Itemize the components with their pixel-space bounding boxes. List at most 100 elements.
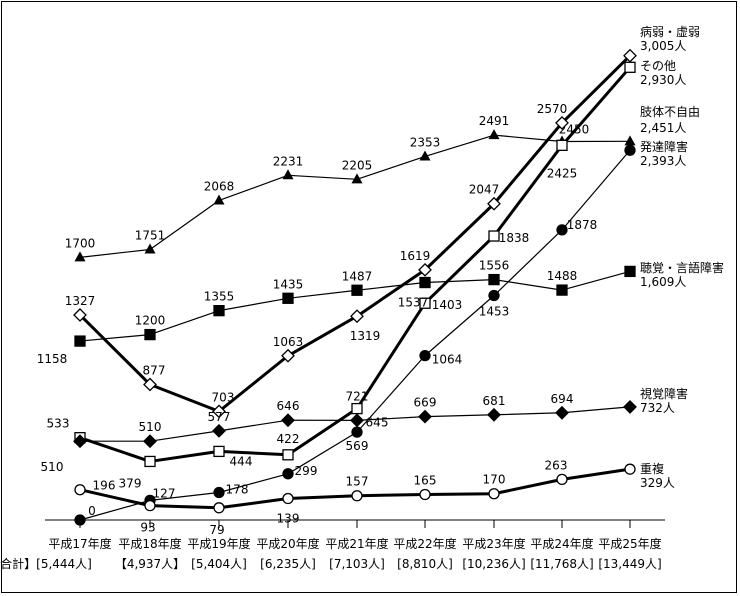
total-label: [13,449人] <box>598 557 661 571</box>
series-3-point <box>624 144 636 156</box>
series-3-value-label: 127 <box>153 486 176 500</box>
x-tick-label: 平成25年度 <box>598 536 661 551</box>
x-tick-label: 平成19年度 <box>187 536 250 551</box>
series-5-value-label: 646 <box>277 399 300 413</box>
series-4-point <box>213 305 225 317</box>
series-5-value-label: 669 <box>414 396 437 410</box>
series-1-value-label: 2570 <box>537 102 568 116</box>
total-label: [8,810人] <box>397 557 453 571</box>
series-0-value-label: 2231 <box>273 154 304 168</box>
series-4-value-label: 1537 <box>398 296 429 310</box>
series-5-point <box>143 434 157 449</box>
series-1-point <box>487 196 501 211</box>
series-0-name: 肢体不自由 <box>640 104 700 119</box>
total-label: [10,236人] <box>462 557 525 571</box>
series-2-value-label: 533 <box>47 417 70 431</box>
series-4-value-label: 1435 <box>273 277 304 291</box>
series-2-point <box>213 445 225 458</box>
total-label: 【4,937人】 <box>115 557 185 571</box>
series-1-end-value: 3,005人 <box>640 39 686 53</box>
series-5-value-label: 510 <box>139 420 162 434</box>
series-2-point <box>624 61 636 73</box>
series-4-value-label: 1200 <box>135 314 166 328</box>
series-3-point <box>419 349 431 362</box>
series-5-point <box>281 413 295 428</box>
series-1-point <box>143 377 157 392</box>
series-6-point <box>351 490 363 502</box>
series-6-point <box>488 488 500 500</box>
series-6-point <box>213 502 225 514</box>
series-2-name: その他 <box>640 59 676 73</box>
series-2-point <box>351 402 363 415</box>
series-3-point <box>74 514 86 526</box>
series-2-value-label: 721 <box>346 390 369 404</box>
series-5-value-label: 645 <box>366 415 389 429</box>
series-2-end-value: 2,930人 <box>640 73 686 87</box>
x-tick-label: 平成24年度 <box>530 536 593 551</box>
series-0-value-label: 2353 <box>410 135 441 149</box>
series-0-end-value: 2,451人 <box>640 121 686 135</box>
series-4-name: 聴覚・言語障害 <box>640 260 724 275</box>
series-6-value-label: 196 <box>93 479 116 493</box>
series-5-point <box>212 423 226 438</box>
series-6-value-label: 263 <box>545 458 568 472</box>
series-0-point <box>351 173 363 184</box>
series-2-value-label: 444 <box>230 454 253 468</box>
series-4-point <box>419 276 431 289</box>
series-4-value-label: 1488 <box>547 269 578 283</box>
series-2-point <box>556 139 568 151</box>
series-2-point <box>282 449 294 461</box>
series-4-point <box>488 273 500 286</box>
series-3-value-label: 569 <box>346 439 369 453</box>
series-0-value-label: 1700 <box>65 236 96 250</box>
series-2-value-label: 1838 <box>499 231 530 245</box>
series-1-point <box>350 309 364 324</box>
series-5-point <box>623 399 637 414</box>
series-1-point <box>418 262 432 277</box>
series-6-point <box>282 492 294 505</box>
series-1-value-label: 2047 <box>469 183 500 197</box>
series-0-value-label: 2491 <box>479 114 510 128</box>
series-3-point <box>351 426 363 438</box>
series-1-value-label: 1327 <box>65 294 96 308</box>
series-6-value-label: 79 <box>209 523 224 537</box>
series-5-name: 視覚障害 <box>640 386 688 401</box>
series-5-value-label: 510 <box>41 460 64 474</box>
x-tick-label: 平成20年度 <box>256 536 319 551</box>
series-6-value-label: 170 <box>483 473 506 487</box>
series-3-point <box>556 224 568 236</box>
series-5-point <box>350 413 364 428</box>
series-5-point <box>487 407 501 422</box>
series-4-point <box>144 328 156 341</box>
series-2-point <box>488 230 500 242</box>
series-4-value-label: 1158 <box>37 352 68 366</box>
series-3-value-label: 178 <box>226 482 249 496</box>
series-4-value-label: 1487 <box>342 269 373 283</box>
series-5-point <box>555 405 569 420</box>
series-0-point <box>624 135 636 146</box>
series-4-value-label: 1556 <box>479 259 510 273</box>
series-4-value-label: 1355 <box>204 290 235 304</box>
series-2-value-label: 379 <box>119 476 142 490</box>
series-3-point <box>282 468 294 480</box>
series-1-value-label: 1319 <box>350 329 381 343</box>
series-4-point <box>74 335 86 347</box>
series-1-point <box>212 404 226 419</box>
series-0-value-label: 1751 <box>135 228 166 242</box>
x-tick-label: 平成17年度 <box>48 536 111 551</box>
x-tick-label: 平成22年度 <box>393 536 456 551</box>
x-tick-label: 平成18年度 <box>118 536 181 551</box>
series-6-value-label: 157 <box>346 475 369 489</box>
series-3-point <box>488 289 500 302</box>
series-1-value-label: 877 <box>143 364 166 378</box>
series-0-point <box>144 243 156 254</box>
x-tick-label: 平成21年度 <box>325 536 388 551</box>
series-5-value-label: 681 <box>483 394 506 408</box>
series-1-name: 病弱・虚弱 <box>640 24 700 39</box>
series-5-point <box>73 434 87 449</box>
series-2-value-label: 422 <box>277 432 300 446</box>
series-1-value-label: 1063 <box>273 335 304 349</box>
series-4-end-value: 1,609人 <box>640 275 686 289</box>
series-0-value-label: 2205 <box>342 158 373 172</box>
